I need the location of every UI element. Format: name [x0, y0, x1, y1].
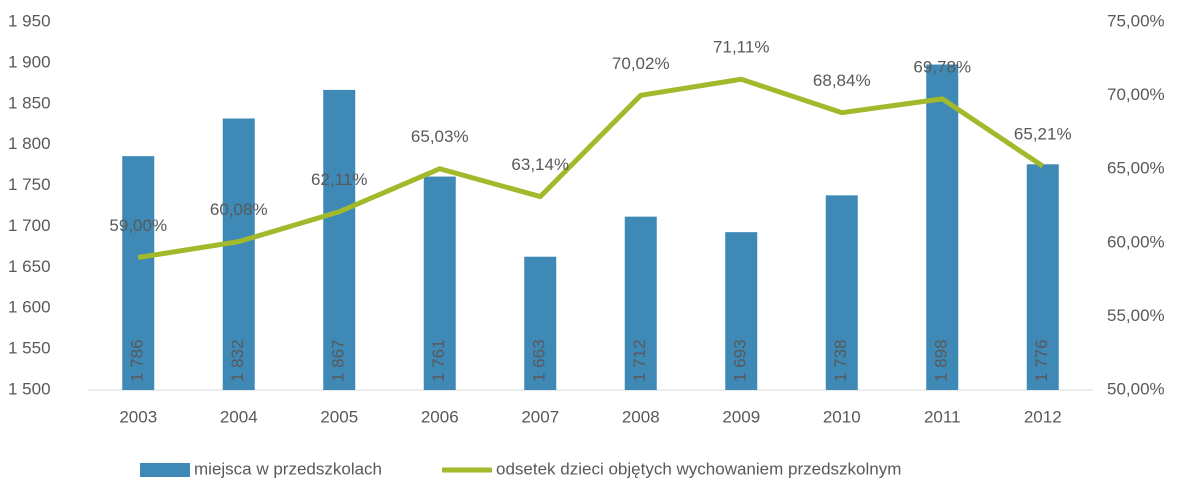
bar [1026, 164, 1059, 390]
y-tick-label: 1 700 [8, 216, 51, 235]
bar [122, 156, 155, 390]
legend-swatch [140, 463, 190, 477]
y-tick-label: 1 850 [8, 93, 51, 112]
y2-tick-label: 65,00% [1107, 159, 1165, 178]
bar [524, 256, 557, 390]
line-value-label: 62,11% [311, 170, 367, 189]
bar [423, 176, 456, 390]
bar [825, 195, 858, 390]
legend-label: miejsca w przedszkolach [194, 459, 382, 478]
y2-tick-label: 60,00% [1107, 232, 1165, 251]
y-tick-label: 1 750 [8, 175, 51, 194]
x-tick-label: 2003 [119, 407, 157, 426]
y2-tick-label: 55,00% [1107, 306, 1165, 325]
line-value-label: 63,14% [511, 155, 569, 174]
line-value-label: 59,00% [109, 216, 167, 235]
x-tick-label: 2010 [823, 407, 861, 426]
y2-tick-label: 70,00% [1107, 85, 1165, 104]
line-value-label: 60,08% [210, 200, 268, 219]
bar [926, 64, 959, 390]
bar-value-label: 1 898 [932, 339, 951, 382]
y-tick-label: 1 900 [8, 52, 51, 71]
bar-value-label: 1 786 [128, 339, 147, 382]
x-tick-label: 2012 [1024, 407, 1062, 426]
line-value-label: 68,84% [813, 71, 871, 90]
x-tick-label: 2006 [421, 407, 459, 426]
y2-tick-label: 50,00% [1107, 379, 1165, 398]
line-value-label: 65,03% [411, 127, 469, 146]
x-tick-label: 2007 [521, 407, 559, 426]
y2-tick-label: 75,00% [1107, 11, 1165, 30]
x-tick-label: 2004 [220, 407, 258, 426]
bar-value-label: 1 867 [329, 339, 348, 382]
y-tick-label: 1 600 [8, 298, 51, 317]
y-tick-label: 1 800 [8, 134, 51, 153]
line-value-label: 70,02% [612, 54, 670, 73]
bar-value-label: 1 776 [1032, 339, 1051, 382]
bar-value-label: 1 761 [429, 339, 448, 382]
line-value-label: 65,21% [1014, 125, 1072, 144]
line-value-label: 69,78% [913, 57, 971, 76]
line-value-label: 71,11% [713, 38, 769, 57]
bar-value-label: 1 693 [731, 339, 750, 382]
bar [222, 118, 255, 391]
y-tick-label: 1 650 [8, 257, 51, 276]
y-tick-label: 1 950 [8, 11, 51, 30]
bar-value-label: 1 738 [831, 339, 850, 382]
bar-value-label: 1 712 [630, 339, 649, 382]
legend-label: odsetek dzieci objętych wychowaniem prze… [496, 459, 901, 478]
bar [323, 89, 356, 391]
bar-value-label: 1 832 [228, 339, 247, 382]
x-tick-label: 2009 [722, 407, 760, 426]
y-tick-label: 1 550 [8, 339, 51, 358]
bar [624, 216, 657, 390]
bar [725, 232, 758, 390]
x-tick-label: 2005 [320, 407, 358, 426]
y-tick-label: 1 500 [8, 379, 51, 398]
line [137, 76, 1045, 260]
x-tick-label: 2011 [924, 407, 961, 426]
bar-value-label: 1 663 [530, 339, 549, 382]
x-tick-label: 2008 [622, 407, 660, 426]
